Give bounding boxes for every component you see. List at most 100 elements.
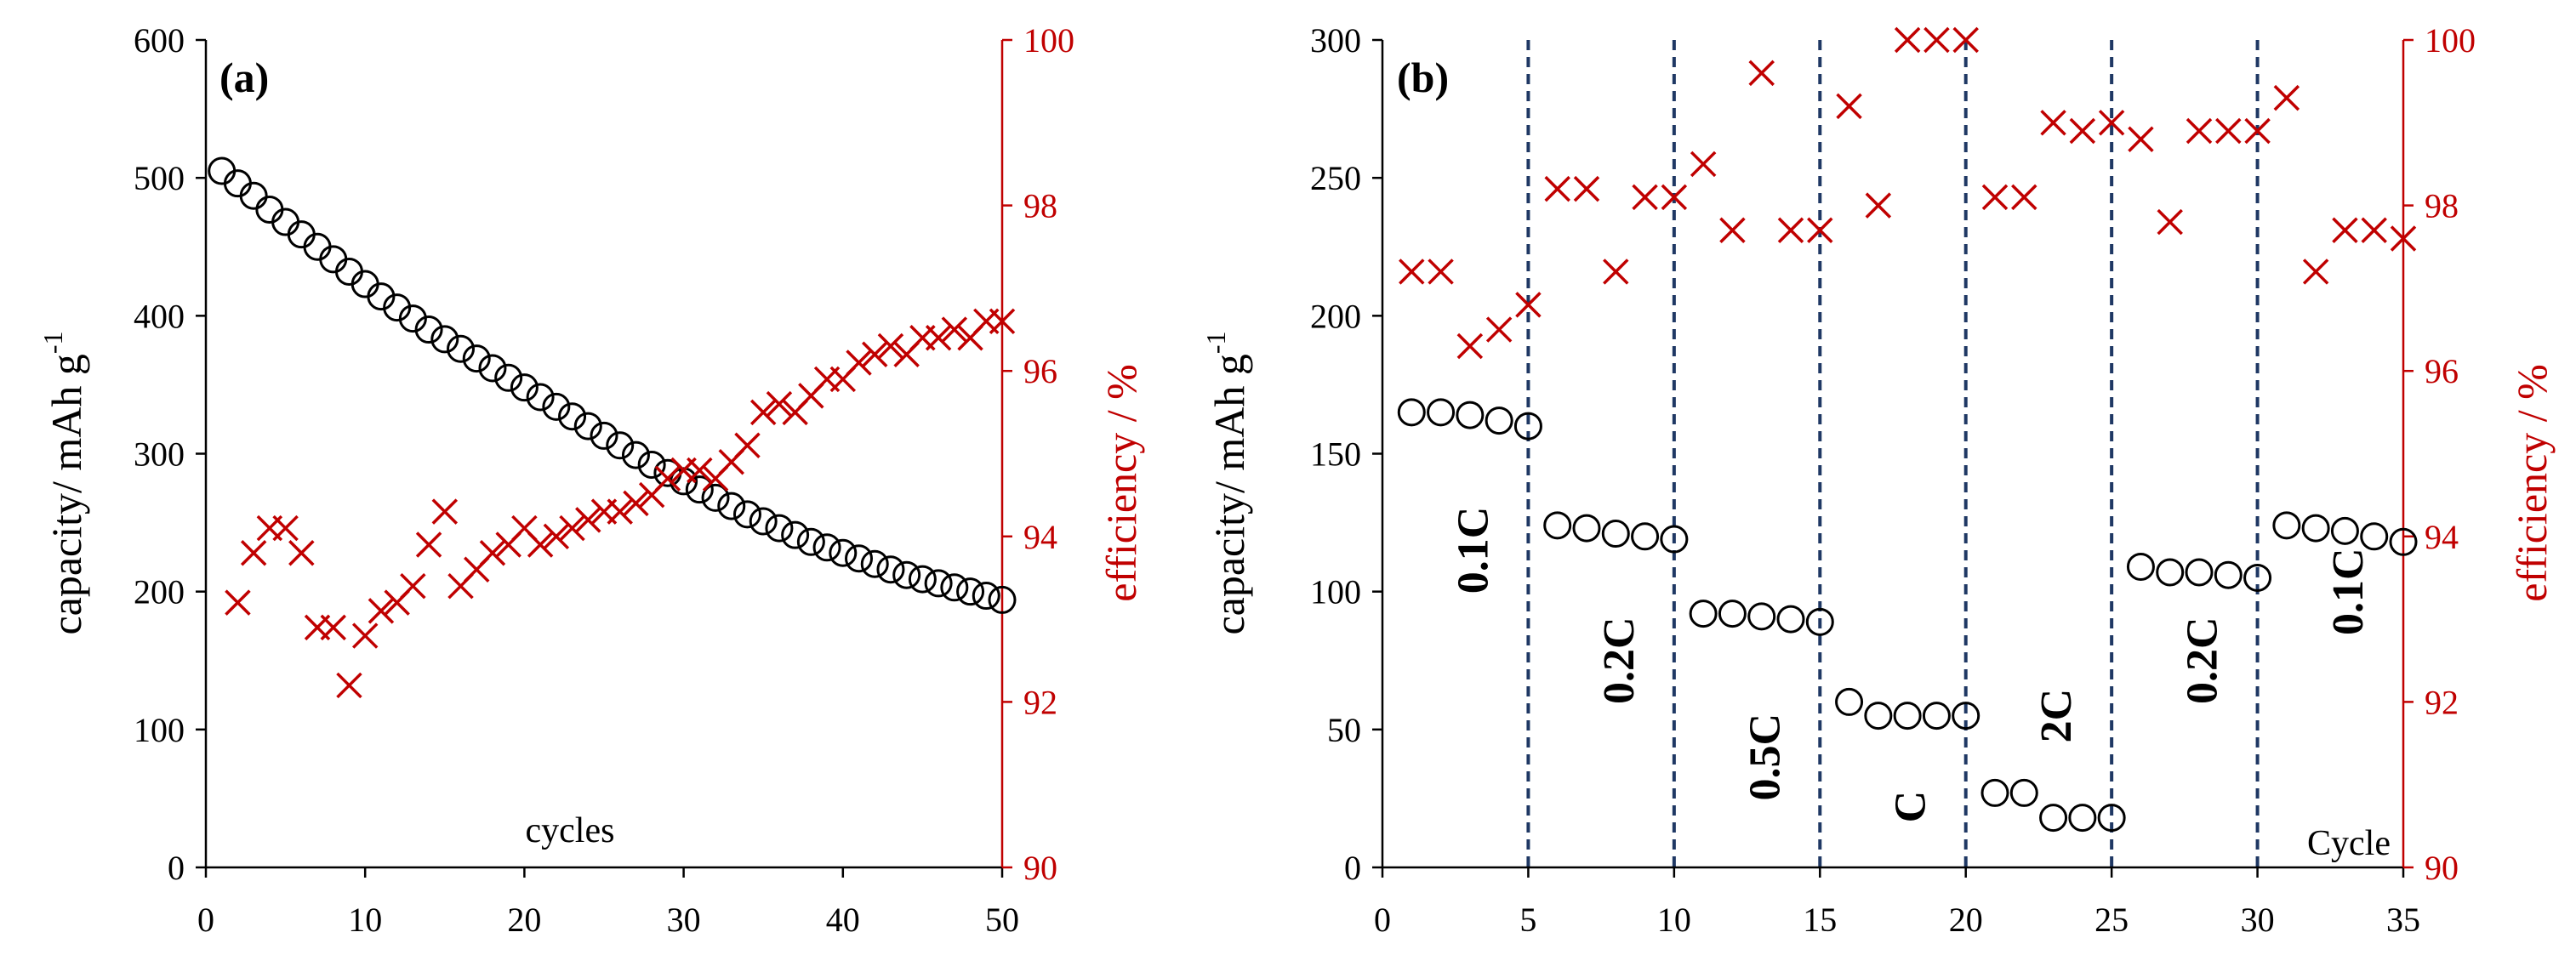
panel-b-y2-axis-label: efficiency / %	[2508, 364, 2556, 602]
efficiency-point	[351, 622, 379, 649]
capacity-point	[526, 383, 555, 412]
y2-tick-label: 94	[1023, 518, 1057, 556]
capacity-point	[606, 431, 635, 460]
y2-tick-label: 90	[2425, 849, 2459, 887]
panel-a-y-axis-label-text: capacity/ mAh g	[43, 354, 90, 634]
capacity-point	[717, 492, 746, 520]
capacity-point	[1718, 600, 1747, 628]
efficiency-point	[1428, 259, 1454, 285]
capacity-point	[2185, 558, 2214, 587]
capacity-point	[1513, 412, 1542, 441]
efficiency-point	[2040, 110, 2066, 136]
capacity-point	[812, 533, 841, 562]
panel-a-y-axis-label: capacity/ mAh g-1	[37, 331, 90, 634]
x-tick-label: 10	[348, 901, 382, 939]
capacity-point	[1427, 398, 1456, 427]
capacity-point	[2214, 560, 2243, 589]
rate-label: C	[1887, 791, 1935, 823]
y-tick-label: 0	[168, 849, 185, 887]
y-tick-label: 100	[134, 711, 185, 749]
x-tick-label: 25	[2094, 901, 2129, 939]
capacity-point	[255, 195, 284, 224]
capacity-point	[2009, 778, 2038, 807]
rate-label: 0.1C	[2324, 548, 2373, 635]
y-tick-label: 300	[134, 435, 185, 474]
capacity-point	[1485, 406, 1513, 435]
capacity-point	[1952, 702, 1980, 730]
efficiency-point	[1719, 217, 1746, 244]
y2-tick-label: 96	[1023, 352, 1057, 390]
panel-a-chart: (a) cycles capacity/ mAh g-1 efficiency …	[37, 21, 1145, 939]
capacity-point	[2068, 804, 2097, 833]
y-tick-label: 0	[1344, 849, 1361, 887]
y-tick-label: 300	[1310, 21, 1361, 60]
capacity-point	[1456, 401, 1485, 429]
efficiency-point	[272, 514, 299, 542]
capacity-point	[701, 483, 730, 512]
y2-tick-label: 100	[1023, 21, 1074, 60]
capacity-point	[972, 582, 1000, 611]
efficiency-point	[2215, 117, 2242, 145]
x-tick-label: 35	[2386, 901, 2420, 939]
rate-label: 2C	[2032, 689, 2081, 743]
rate-label: 0.2C	[1595, 617, 1644, 704]
efficiency-point	[846, 350, 872, 376]
capacity-point	[2039, 804, 2068, 833]
capacity-point	[2243, 563, 2272, 592]
capacity-point	[1601, 520, 1630, 549]
capacity-point	[796, 527, 825, 556]
capacity-point	[1689, 600, 1718, 628]
x-tick-label: 20	[1949, 901, 1983, 939]
efficiency-point	[766, 390, 793, 418]
capacity-point	[462, 344, 491, 373]
efficiency-point	[734, 432, 761, 459]
efficiency-point	[749, 399, 777, 426]
y2-tick-label: 94	[2425, 518, 2459, 556]
efficiency-point	[1777, 217, 1804, 244]
panel-b-y-axis-label-superscript: -1	[1200, 331, 1231, 354]
efficiency-point	[1661, 184, 1688, 211]
capacity-point	[621, 441, 650, 469]
efficiency-point	[2069, 117, 2096, 145]
y-tick-label: 200	[1310, 297, 1361, 335]
panel-b-y-axis-label-text: capacity/ mAh g	[1205, 354, 1253, 634]
efficiency-point	[1573, 175, 1600, 202]
rate-label: 0.1C	[1449, 507, 1497, 594]
panel-a-x-axis-label: cycles	[526, 811, 615, 850]
capacity-point	[494, 363, 523, 392]
y-tick-label: 50	[1327, 711, 1361, 749]
panel-b-x-axis-label: Cycle	[2307, 824, 2391, 863]
efficiency-point	[1399, 259, 1425, 285]
efficiency-point	[1836, 93, 1862, 120]
efficiency-point	[654, 465, 681, 492]
panel-b-chart: (b) Cycle capacity/ mAh g-1 efficiency /…	[1200, 21, 2556, 939]
capacity-point	[223, 169, 252, 198]
efficiency-point	[1952, 26, 1979, 54]
efficiency-point	[1894, 26, 1921, 54]
efficiency-point	[877, 333, 904, 360]
capacity-point	[637, 450, 666, 479]
panel-b-label: (b)	[1397, 54, 1449, 101]
efficiency-point	[1632, 184, 1658, 211]
efficiency-point	[1544, 175, 1570, 202]
efficiency-point	[1981, 184, 2009, 211]
x-tick-label: 50	[985, 901, 1019, 939]
efficiency-point	[1807, 217, 1833, 244]
capacity-point	[988, 585, 1017, 614]
capacity-point	[590, 421, 618, 450]
capacity-point	[398, 304, 427, 333]
y-tick-label: 150	[1310, 435, 1361, 474]
y2-tick-label: 92	[2425, 683, 2459, 721]
efficiency-point	[989, 308, 1016, 335]
efficiency-point	[2157, 208, 2183, 236]
efficiency-point	[607, 498, 633, 525]
x-tick-label: 30	[667, 901, 701, 939]
efficiency-point	[941, 316, 968, 343]
efficiency-point	[2244, 117, 2271, 145]
efficiency-point	[225, 589, 251, 616]
capacity-point	[573, 412, 602, 441]
efficiency-point	[1603, 259, 1629, 285]
capacity-point	[2156, 558, 2185, 587]
capacity-point	[876, 555, 905, 584]
capacity-point	[860, 549, 889, 578]
